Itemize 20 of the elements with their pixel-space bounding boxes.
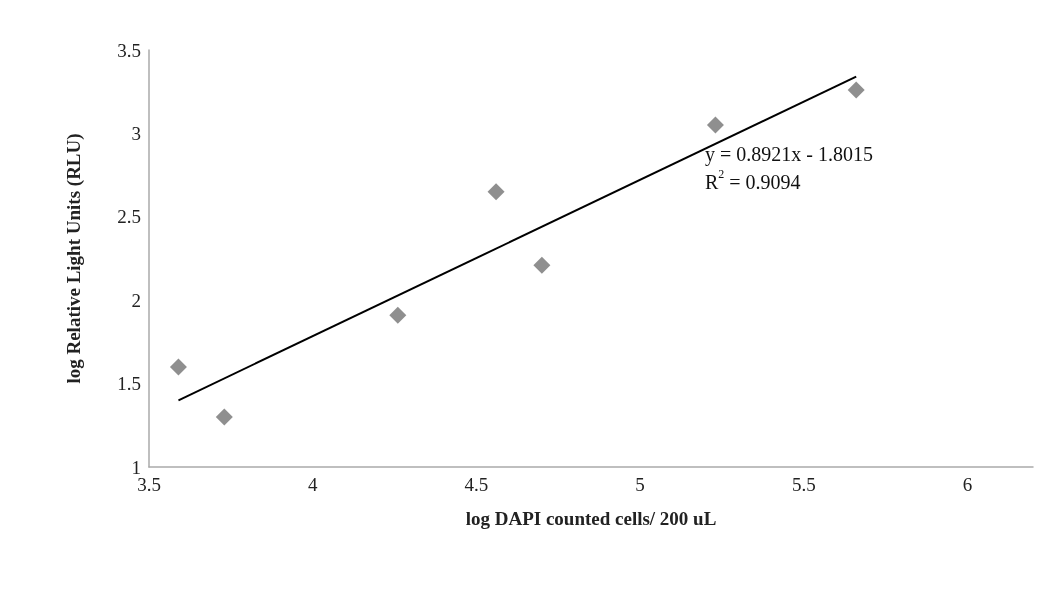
x-tick-label: 4.5 (464, 474, 489, 495)
point (169, 358, 187, 376)
x-axis-title: log DAPI counted cells/ 200 uL (465, 508, 717, 529)
point (487, 183, 505, 201)
x-tick-label: 5.5 (791, 474, 816, 495)
x-tick-label: 6 (962, 474, 973, 495)
x-tick-label: 4 (307, 474, 318, 495)
point (389, 306, 407, 324)
point (533, 256, 551, 274)
y-tick-label: 2 (131, 289, 141, 311)
y-axis-title: log Relative Light Units (RLU) (63, 133, 85, 384)
point (847, 81, 865, 99)
y-tick-label: 3 (131, 122, 141, 144)
x-tick-label: 5 (635, 474, 645, 495)
point (215, 408, 233, 426)
point (706, 116, 724, 134)
y-tick-label: 1.5 (117, 373, 141, 395)
y-tick-label: 1 (131, 456, 141, 478)
y-tick-label: 2.5 (117, 206, 141, 228)
y-tick-label: 3.5 (117, 39, 141, 61)
